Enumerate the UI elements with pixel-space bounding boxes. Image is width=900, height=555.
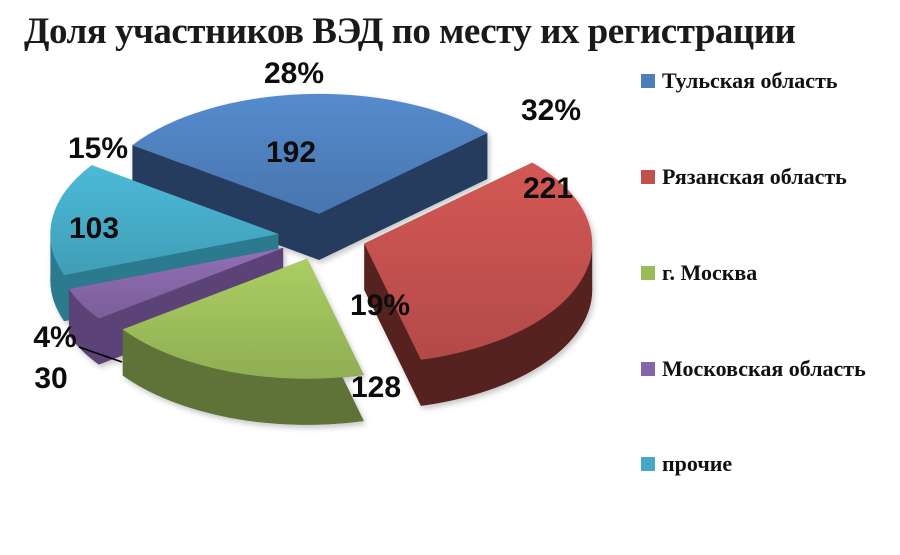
legend-swatch xyxy=(641,74,655,88)
pie-slice-1 xyxy=(364,162,593,406)
legend-item-tulskaya: Тульская область xyxy=(641,68,838,94)
legend-swatch xyxy=(641,266,655,280)
legend-item-prochie: прочие xyxy=(641,451,732,477)
legend-label: Рязанская область xyxy=(662,164,847,189)
chart-title: Доля участников ВЭД по месту их регистра… xyxy=(24,11,796,52)
leader-line xyxy=(78,346,123,363)
legend-swatch xyxy=(641,170,655,184)
legend-item-moskovskaya: Московская область xyxy=(641,356,866,382)
legend-swatch xyxy=(641,362,655,376)
legend-item-ryazanskaya: Рязанская область xyxy=(641,164,847,190)
pie-slice-0 xyxy=(132,93,488,260)
legend-label: Тульская область xyxy=(662,68,838,93)
legend-swatch xyxy=(641,457,655,471)
legend-label: прочие xyxy=(662,451,733,476)
pie-slice-2 xyxy=(122,258,364,425)
legend-label: Московская область xyxy=(662,356,866,381)
legend-item-moskva: г. Москва xyxy=(641,260,757,286)
legend-label: г. Москва xyxy=(662,260,758,285)
legend: Тульская область Рязанская область г. Мо… xyxy=(641,0,900,555)
